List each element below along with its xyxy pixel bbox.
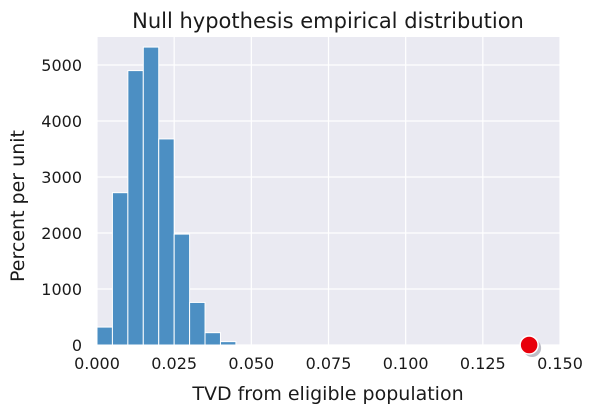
histogram-bar <box>96 326 113 346</box>
histogram-bar <box>127 70 144 346</box>
y-tick-label: 2000 <box>41 224 82 243</box>
x-axis-title: TVD from eligible population <box>191 383 463 405</box>
x-tick-label: 0.050 <box>228 354 274 373</box>
y-tick-label: 3000 <box>41 168 82 187</box>
histogram-bar <box>204 332 221 346</box>
tick-labels: 0.000 0.025 0.050 0.075 0.100 0.125 0.150 0 1000… <box>41 56 583 373</box>
y-axis-title: Percent per unit <box>7 130 29 282</box>
x-tick-label: 0.025 <box>151 354 197 373</box>
histogram-bar <box>189 301 206 346</box>
x-tick-label: 0.150 <box>537 354 583 373</box>
histogram-bar <box>219 341 237 346</box>
observed-point <box>519 335 539 355</box>
y-tick-label: 5000 <box>41 56 82 75</box>
y-tick-label: 0 <box>72 336 82 355</box>
histogram-bar <box>173 233 191 346</box>
histogram-bars <box>96 46 237 346</box>
x-tick-label: 0.075 <box>306 354 352 373</box>
histogram-bar <box>142 46 160 346</box>
histogram-bar <box>111 192 129 346</box>
x-tick-label: 0.125 <box>460 354 506 373</box>
x-tick-label: 0.100 <box>383 354 429 373</box>
histogram-bar <box>158 138 175 346</box>
chart-title: Null hypothesis empirical distribution <box>132 9 524 33</box>
y-tick-label: 1000 <box>41 280 82 299</box>
y-tick-label: 4000 <box>41 112 82 131</box>
observed-statistic <box>519 335 542 357</box>
x-tick-label: 0.000 <box>74 354 120 373</box>
